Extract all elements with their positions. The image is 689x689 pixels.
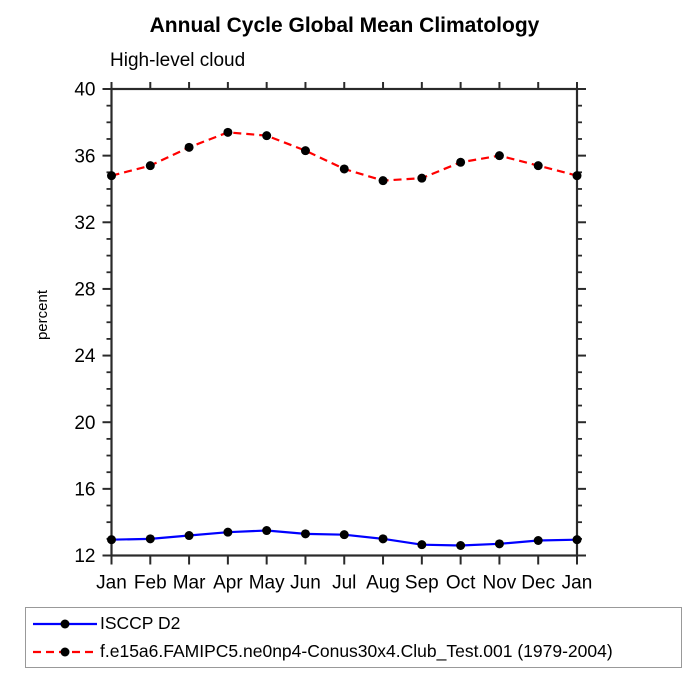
legend-label-isccp-d2: ISCCP D2 bbox=[100, 613, 181, 633]
x-tick-label: Jun bbox=[290, 573, 321, 594]
series-marker-1 bbox=[572, 171, 582, 181]
y-tick-label: 40 bbox=[74, 80, 95, 101]
plot-area: 12 16 20 24 28 32 36 40 Jan Feb Mar Apr May Jun Jul Aug… bbox=[34, 80, 593, 594]
x-tick-label: Mar bbox=[173, 573, 206, 594]
series-marker-1 bbox=[339, 164, 349, 174]
series-marker-1 bbox=[417, 173, 427, 183]
legend-item-model-run: f.e15a6.FAMIPC5.ne0np4-Conus30x4.Club_Te… bbox=[31, 638, 681, 666]
x-tick-label: Dec bbox=[521, 573, 555, 594]
y-tick-label: 28 bbox=[74, 280, 95, 301]
chart-subtitle: High-level cloud bbox=[110, 50, 246, 71]
series-marker-0 bbox=[184, 531, 194, 541]
series-marker-0 bbox=[223, 527, 233, 537]
x-tick-label: Sep bbox=[405, 573, 439, 594]
series-marker-1 bbox=[533, 161, 543, 171]
series-marker-1 bbox=[494, 151, 504, 161]
legend-item-isccp-d2: ISCCP D2 bbox=[31, 610, 681, 638]
legend-swatch-dashed-line-icon bbox=[33, 647, 97, 656]
y-tick-label: 36 bbox=[74, 146, 95, 167]
y-tick-label: 16 bbox=[74, 480, 95, 501]
plot-frame bbox=[110, 87, 579, 557]
x-tick-label: Jul bbox=[332, 573, 356, 594]
y-tick-label: 20 bbox=[74, 413, 95, 434]
x-tick-label: Jan bbox=[96, 573, 127, 594]
series-marker-1 bbox=[223, 127, 233, 137]
y-tick-label: 12 bbox=[74, 546, 95, 567]
legend-label-model-run: f.e15a6.FAMIPC5.ne0np4-Conus30x4.Club_Te… bbox=[100, 641, 613, 661]
series-marker-0 bbox=[456, 541, 466, 551]
series-marker-0 bbox=[378, 534, 388, 544]
legend-swatch-solid-line-icon bbox=[33, 619, 97, 628]
series-marker-1 bbox=[378, 176, 388, 186]
chart-title: Annual Cycle Global Mean Climatology bbox=[149, 14, 540, 37]
x-tick-label: Feb bbox=[134, 573, 167, 594]
series-marker-1 bbox=[184, 142, 194, 152]
x-tick-label: Apr bbox=[213, 573, 243, 594]
y-axis-label: percent bbox=[34, 289, 51, 340]
x-tick-label: Jan bbox=[562, 573, 593, 594]
series-marker-0 bbox=[145, 534, 155, 544]
y-tick-label: 32 bbox=[74, 213, 95, 234]
series-marker-1 bbox=[145, 161, 155, 171]
x-tick-label: Oct bbox=[446, 573, 476, 594]
series-marker-1 bbox=[456, 157, 466, 167]
series-marker-0 bbox=[300, 529, 310, 539]
series-marker-1 bbox=[107, 171, 116, 181]
x-tick-label: May bbox=[249, 573, 285, 594]
series-marker-0 bbox=[339, 530, 349, 540]
series-marker-1 bbox=[262, 131, 272, 141]
series-marker-1 bbox=[300, 146, 310, 156]
series-marker-0 bbox=[262, 526, 272, 536]
series-marker-0 bbox=[572, 535, 582, 545]
x-tick-label: Aug bbox=[366, 573, 400, 594]
x-tick-label: Nov bbox=[483, 573, 517, 594]
series-marker-0 bbox=[533, 536, 543, 546]
series-marker-0 bbox=[494, 539, 504, 549]
series-marker-0 bbox=[417, 540, 427, 550]
series-marker-0 bbox=[107, 535, 116, 545]
y-tick-label: 24 bbox=[74, 346, 96, 367]
legend: ISCCP D2 f.e15a6.FAMIPC5.ne0np4-Conus30x… bbox=[25, 607, 682, 668]
